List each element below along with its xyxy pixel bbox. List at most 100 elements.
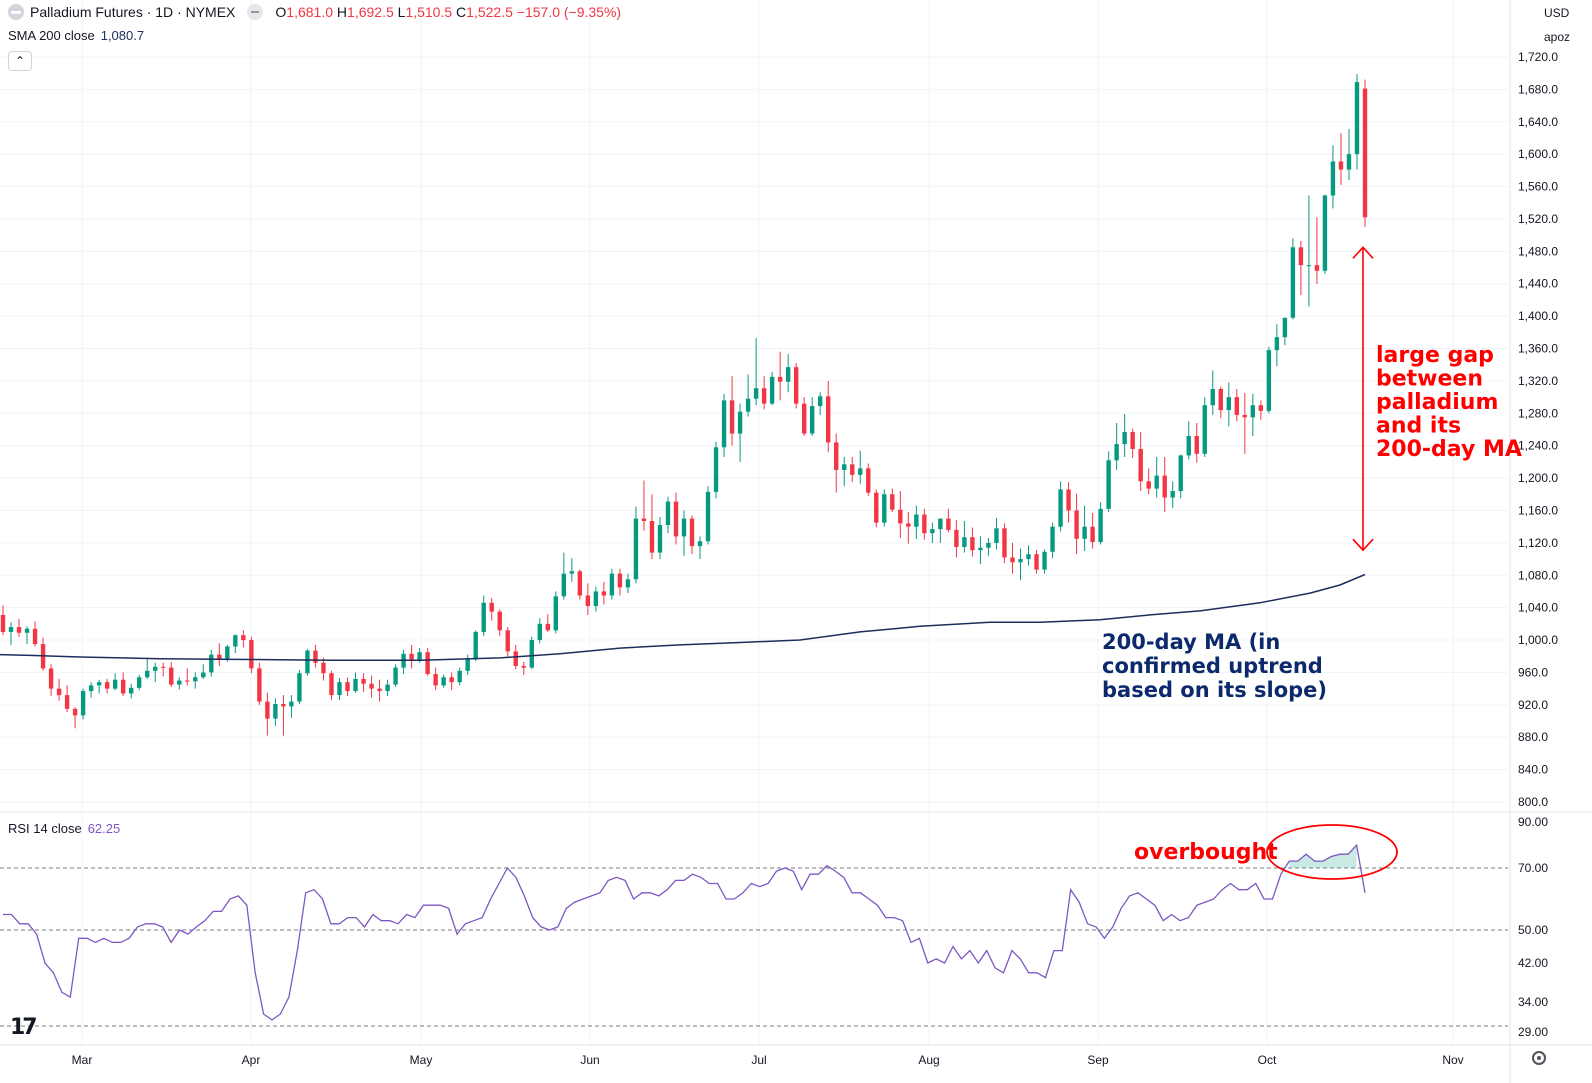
candle — [649, 494, 655, 560]
candle — [1354, 74, 1360, 170]
candle — [737, 403, 743, 462]
candle-body — [24, 628, 30, 633]
symbol-title[interactable]: Palladium Futures · 1D · NYMEX — [30, 4, 236, 20]
candle-body — [1058, 489, 1063, 527]
candle-body — [153, 666, 158, 671]
gap-annotation-line: and its — [1376, 414, 1461, 439]
candle — [1258, 400, 1264, 420]
candle-body — [1226, 397, 1231, 411]
price-tick-label: 1,440.0 — [1518, 277, 1558, 291]
candle-body — [729, 400, 735, 434]
candle — [321, 657, 326, 681]
gap-arrow-head-bottom — [1352, 538, 1374, 552]
time-tick-label: Sep — [1087, 1053, 1109, 1067]
candle-body — [465, 659, 470, 671]
visibility-icon[interactable] — [247, 4, 264, 20]
candle-body — [377, 688, 382, 692]
candle-body — [1178, 455, 1183, 492]
rsi-legend[interactable]: RSI 14 close 62.25 — [8, 821, 120, 836]
tradingview-logo-icon: 17 — [10, 1015, 38, 1040]
candle-body — [161, 666, 166, 668]
candle-body — [801, 403, 807, 434]
rsi-tick-label: 50.00 — [1518, 923, 1548, 937]
candle-body — [657, 525, 663, 553]
candle — [1274, 324, 1280, 367]
candle — [72, 707, 78, 729]
candle-body — [753, 388, 759, 399]
candle-body — [994, 528, 999, 543]
candle — [826, 380, 831, 453]
rsi-line — [3, 843, 1366, 1021]
candle — [842, 457, 847, 487]
candle-body — [56, 688, 62, 696]
candle — [1138, 431, 1143, 492]
candle-body — [345, 682, 350, 692]
candle — [1178, 454, 1183, 499]
candle-body — [32, 628, 38, 645]
sma200-line — [0, 573, 1366, 662]
sma-legend[interactable]: SMA 200 close 1,080.7 — [8, 28, 144, 43]
candle-body — [185, 680, 190, 682]
candle — [617, 568, 623, 596]
candle-body — [457, 670, 462, 683]
candle — [104, 678, 110, 694]
candle — [1098, 502, 1103, 545]
candle-body — [1026, 554, 1031, 560]
candle — [898, 491, 903, 539]
candle-body — [1090, 526, 1095, 543]
candle — [753, 337, 759, 406]
candle-body — [601, 591, 607, 596]
candle-body — [353, 678, 358, 692]
candle — [80, 688, 86, 720]
candle — [930, 522, 935, 543]
chevron-up-icon: ⌃ — [14, 54, 26, 68]
candle-body — [777, 376, 783, 382]
currency-button[interactable]: USD — [1540, 2, 1582, 24]
candle-body — [1346, 154, 1352, 170]
candle — [625, 573, 631, 594]
candle — [577, 569, 583, 600]
ma-annotation-line: confirmed uptrend — [1102, 654, 1323, 678]
candle — [489, 597, 494, 621]
candle-body — [513, 651, 518, 666]
candle-body — [649, 521, 655, 553]
gear-icon[interactable] — [1532, 1051, 1546, 1065]
candle — [938, 518, 943, 543]
candle — [721, 393, 727, 458]
candle — [1074, 493, 1079, 555]
candle — [1314, 217, 1320, 284]
candle — [128, 683, 134, 699]
candle-body — [112, 679, 118, 689]
candle — [345, 677, 350, 696]
time-tick-label: Aug — [918, 1053, 939, 1067]
candle — [185, 668, 190, 686]
price-tick-label: 1,240.0 — [1518, 439, 1558, 453]
candle — [1290, 238, 1296, 320]
candle — [153, 662, 158, 683]
candle-body — [1354, 82, 1360, 155]
candle-body — [1066, 489, 1071, 511]
candle-body — [561, 573, 567, 597]
candle — [1218, 386, 1223, 419]
candle — [1266, 346, 1272, 414]
scale-mode-button[interactable]: apoz — [1540, 26, 1582, 48]
candle-body — [473, 631, 478, 660]
collapse-legend-button[interactable]: ⌃ — [8, 51, 32, 71]
candle-body — [305, 650, 310, 674]
candle — [681, 510, 687, 556]
candle — [689, 515, 695, 555]
candle-body — [577, 571, 583, 596]
price-tick-label: 920.0 — [1518, 698, 1548, 712]
candle — [1322, 194, 1328, 275]
candle-body — [721, 400, 727, 448]
candle-body — [914, 514, 919, 527]
candle — [329, 670, 334, 700]
candle-body — [361, 678, 366, 684]
candle-body — [169, 667, 174, 685]
time-tick-label: Jun — [580, 1053, 599, 1067]
time-tick-label: Apr — [242, 1053, 261, 1067]
candle-body — [128, 687, 134, 694]
candle-body — [986, 542, 991, 548]
